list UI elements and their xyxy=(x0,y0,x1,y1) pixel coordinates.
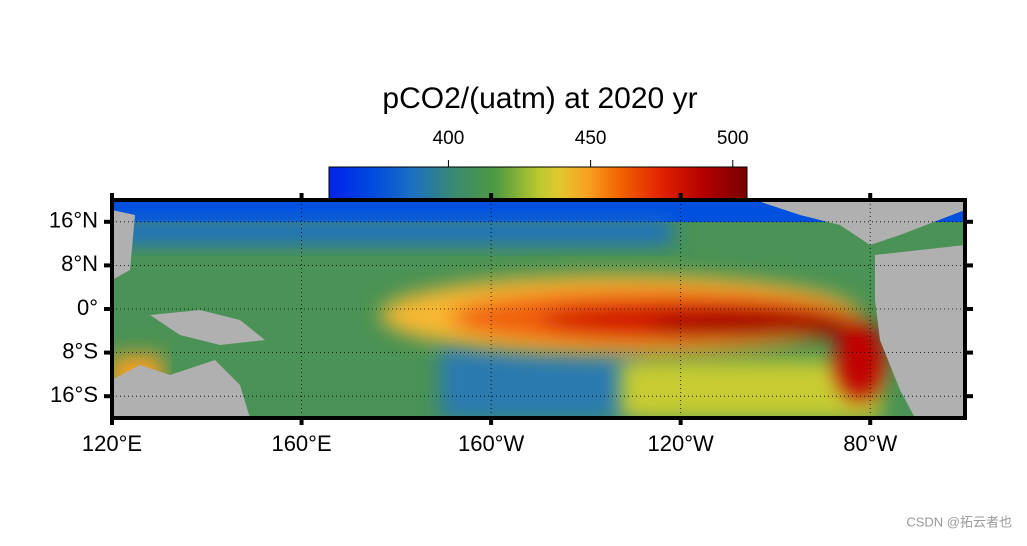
lat-label: 16°S xyxy=(50,382,98,407)
lat-label: 0° xyxy=(77,295,98,320)
colorbar-tick-label: 400 xyxy=(433,128,465,149)
lon-label: 80°W xyxy=(843,431,897,456)
colorbar-tick-label: 450 xyxy=(575,128,607,149)
colorbar-ticks: 400 450 500 xyxy=(433,128,749,167)
pco2-field xyxy=(112,200,965,418)
lon-label: 160°W xyxy=(458,431,525,456)
lat-label: 8°S xyxy=(62,338,98,363)
map-title: pCO2/(uatm) at 2020 yr xyxy=(382,82,697,115)
axis-labels: 120°E 160°E 160°W 120°W 80°W 16°N 8°N 0° 8°S 16°S xyxy=(49,193,973,456)
lat-label: 8°N xyxy=(61,251,98,276)
lat-label: 16°N xyxy=(49,208,98,233)
watermark: CSDN @拓云者也 xyxy=(906,514,1012,529)
lon-label: 120°W xyxy=(648,431,715,456)
colorbar-tick-label: 500 xyxy=(717,128,749,149)
colorbar xyxy=(328,166,748,200)
lon-label: 160°E xyxy=(271,431,331,456)
lon-label: 120°E xyxy=(82,431,142,456)
